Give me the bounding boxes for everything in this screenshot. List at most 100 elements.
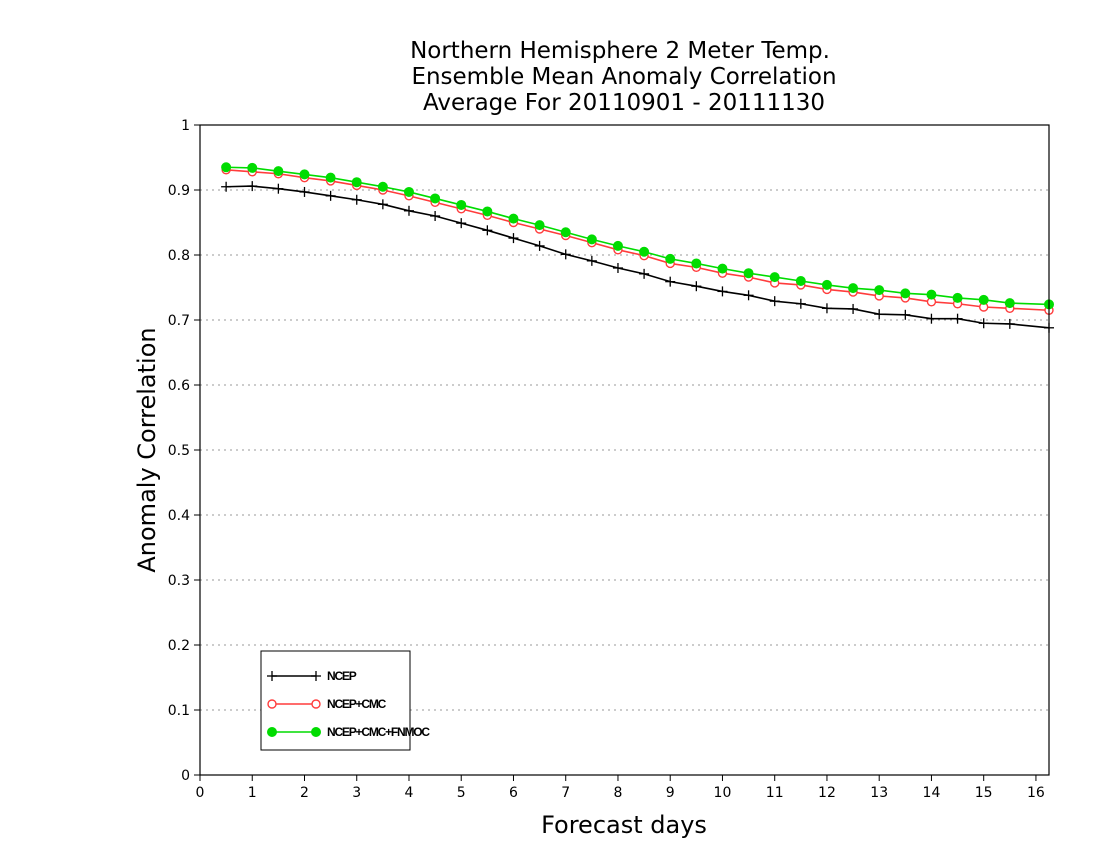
data-point bbox=[403, 186, 414, 197]
data-point bbox=[311, 727, 321, 737]
data-point bbox=[717, 286, 728, 297]
data-point bbox=[612, 240, 623, 251]
data-point bbox=[560, 227, 571, 238]
x-tick-label: 3 bbox=[352, 785, 361, 801]
data-point bbox=[848, 283, 859, 294]
legend-entry: NCEP+CMC bbox=[267, 697, 388, 711]
data-point bbox=[743, 290, 754, 301]
y-axis-label: Anomaly Correlation bbox=[133, 327, 161, 572]
data-point bbox=[612, 263, 623, 273]
data-point bbox=[325, 172, 336, 183]
x-tick-label: 16 bbox=[1027, 785, 1045, 801]
data-point bbox=[769, 272, 780, 283]
data-point bbox=[273, 183, 284, 194]
data-point bbox=[639, 246, 650, 257]
data-point bbox=[534, 220, 545, 231]
x-axis-ticks: 0 1 2 3 4 5 6 7 8 9 10 11 12 13 14 15 16 bbox=[196, 775, 1045, 801]
series-line bbox=[226, 166, 1050, 306]
y-tick-label: 0.5 bbox=[168, 443, 190, 459]
data-point bbox=[482, 225, 493, 236]
data-point bbox=[430, 193, 441, 204]
data-point bbox=[665, 276, 676, 287]
data-point bbox=[900, 309, 911, 320]
x-tick-label: 10 bbox=[714, 785, 732, 801]
data-point bbox=[978, 318, 989, 329]
data-point bbox=[482, 206, 493, 217]
x-tick-label: 2 bbox=[300, 785, 309, 801]
data-point bbox=[717, 263, 728, 274]
series-1 bbox=[221, 181, 1054, 333]
data-point bbox=[508, 213, 519, 224]
data-point bbox=[221, 181, 232, 192]
x-tick-label: 5 bbox=[457, 785, 466, 801]
x-tick-label: 1 bbox=[248, 785, 257, 801]
series-3 bbox=[221, 162, 1054, 310]
chart-title-line-1: Northern Hemisphere 2 Meter Temp. bbox=[410, 38, 830, 64]
chart-title-line-3: Average For 20110901 - 20111130 bbox=[423, 90, 825, 116]
series-layer bbox=[221, 162, 1054, 333]
data-point bbox=[299, 169, 310, 180]
data-point bbox=[534, 240, 545, 251]
data-point bbox=[586, 255, 597, 266]
y-tick-label: 0.6 bbox=[168, 378, 190, 394]
data-point bbox=[430, 211, 441, 221]
data-point bbox=[926, 289, 937, 300]
x-axis-label: Forecast days bbox=[541, 811, 707, 839]
data-point bbox=[299, 186, 310, 197]
data-point bbox=[247, 162, 258, 173]
data-point bbox=[456, 199, 467, 210]
y-tick-label: 0.1 bbox=[168, 703, 190, 719]
data-point bbox=[795, 298, 806, 309]
data-point bbox=[874, 309, 885, 320]
legend: NCEP NCEP+CMC NCEP+CMC+FNMOC bbox=[260, 650, 432, 751]
legend-label: NCEP+CMC+FNMOC bbox=[327, 725, 430, 739]
plot-frame bbox=[199, 124, 1050, 776]
x-tick-label: 12 bbox=[818, 785, 836, 801]
data-point bbox=[795, 276, 806, 286]
x-tick-label: 14 bbox=[923, 785, 941, 801]
data-point bbox=[769, 296, 780, 307]
data-point bbox=[351, 177, 362, 188]
x-tick-label: 0 bbox=[196, 785, 205, 801]
data-point bbox=[691, 258, 702, 269]
data-point bbox=[377, 199, 388, 210]
data-point bbox=[691, 281, 702, 292]
data-point bbox=[456, 218, 467, 229]
y-tick-label: 0.9 bbox=[168, 183, 190, 199]
data-point bbox=[821, 279, 832, 290]
y-tick-label: 1 bbox=[181, 118, 190, 134]
data-point bbox=[377, 181, 388, 192]
y-tick-label: 0.4 bbox=[168, 508, 190, 524]
data-point bbox=[1004, 298, 1015, 309]
y-axis-ticks: 0 0.1 0.2 0.3 0.4 0.5 0.6 0.7 0.8 0.9 1 bbox=[168, 118, 200, 784]
x-tick-label: 7 bbox=[561, 785, 570, 801]
x-tick-label: 8 bbox=[614, 785, 623, 801]
gridlines bbox=[200, 189, 1049, 711]
data-point bbox=[900, 288, 911, 299]
data-point bbox=[311, 699, 321, 709]
y-tick-label: 0.3 bbox=[168, 573, 190, 589]
legend-entry: NCEP+CMC+FNMOC bbox=[267, 725, 432, 739]
data-point bbox=[952, 292, 963, 303]
data-point bbox=[586, 234, 597, 245]
data-point bbox=[1004, 318, 1015, 329]
series-line bbox=[226, 185, 1050, 329]
data-point bbox=[743, 268, 754, 279]
legend-entry: NCEP bbox=[267, 669, 358, 683]
data-point bbox=[508, 233, 519, 244]
x-tick-label: 6 bbox=[509, 785, 518, 801]
data-point bbox=[311, 671, 321, 681]
y-tick-label: 0.2 bbox=[168, 638, 190, 654]
data-point bbox=[560, 249, 571, 260]
data-point bbox=[952, 313, 963, 324]
data-point bbox=[273, 166, 284, 177]
data-point bbox=[874, 285, 885, 296]
y-tick-label: 0 bbox=[181, 768, 190, 784]
data-point bbox=[848, 303, 859, 314]
data-point bbox=[926, 313, 937, 324]
data-point bbox=[267, 727, 277, 737]
data-point bbox=[403, 205, 414, 216]
legend-box bbox=[260, 650, 411, 751]
y-tick-label: 0.7 bbox=[168, 313, 190, 329]
data-point bbox=[247, 181, 258, 192]
